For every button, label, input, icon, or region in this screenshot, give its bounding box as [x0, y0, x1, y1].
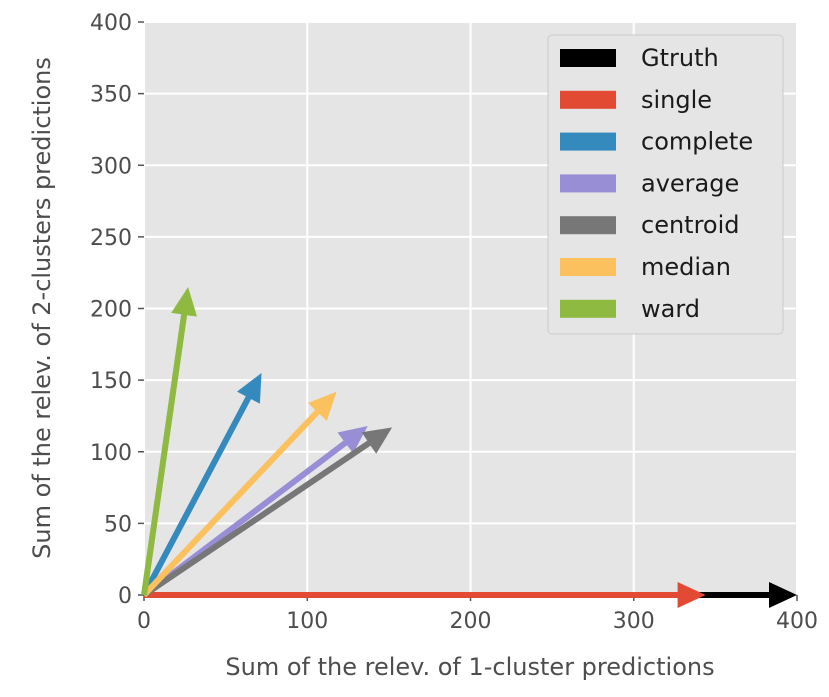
arrow-centroid: [142, 427, 393, 598]
legend: Gtruth single complete average centroid media…: [547, 34, 784, 335]
legend-label-single: single: [641, 86, 712, 114]
x-tick-label: 400: [776, 609, 818, 634]
y-tick-label: 100: [90, 441, 132, 466]
legend-swatch-average: [560, 174, 616, 193]
x-tick-label: 200: [450, 609, 492, 634]
arrow-median: [141, 391, 337, 598]
arrow-complete: [141, 373, 262, 597]
y-tick-label: 0: [118, 584, 132, 609]
legend-swatch-Gtruth: [560, 49, 616, 67]
y-tick-label: 50: [104, 512, 132, 537]
x-tick-label: 0: [137, 609, 151, 634]
y-tick-label: 400: [90, 11, 132, 36]
y-tick-label: 350: [90, 83, 132, 108]
y-tick-label: 250: [90, 226, 132, 251]
x-tick-label: 100: [286, 609, 328, 634]
y-axis-label: Sum of the relev. of 2-clusters predicti…: [28, 57, 56, 559]
legend-label-ward: ward: [641, 295, 700, 323]
legend-swatch-ward: [560, 299, 616, 318]
y-tick-label: 150: [90, 369, 132, 394]
legend-label-average: average: [641, 169, 739, 197]
legend-swatch-complete: [560, 132, 616, 151]
arrows: [141, 287, 797, 608]
legend-label-median: median: [641, 253, 731, 281]
legend-label-Gtruth: Gtruth: [641, 44, 719, 72]
legend-swatch-single: [560, 90, 616, 109]
x-tick-label: 300: [613, 609, 655, 634]
x-axis-label: Sum of the relev. of 1-cluster predictio…: [225, 653, 714, 681]
legend-label-centroid: centroid: [641, 211, 740, 239]
legend-swatch-centroid: [560, 216, 616, 235]
axis-ticks: 0 100 200 300 400 0 50 100 150 200 250 300 350 400: [90, 11, 818, 634]
legend-items: Gtruth single complete average centroid media…: [560, 44, 753, 323]
arrow-single: [144, 582, 706, 608]
y-tick-label: 200: [90, 298, 132, 323]
legend-label-complete: complete: [641, 128, 753, 156]
y-tick-label: 300: [90, 154, 132, 179]
legend-swatch-median: [560, 258, 616, 276]
arrow-ward: [141, 287, 197, 596]
